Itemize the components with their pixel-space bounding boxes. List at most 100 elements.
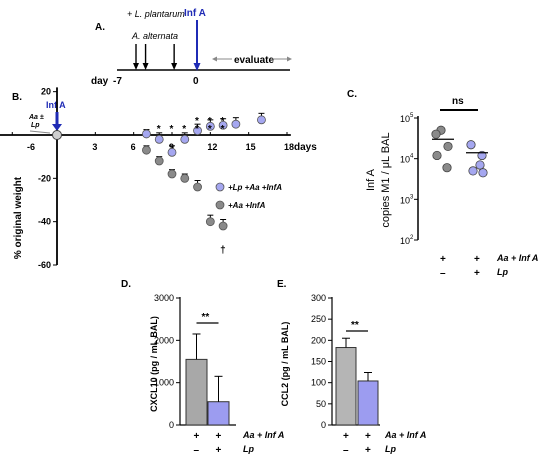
c-point-0-1 xyxy=(431,129,441,139)
panel-e: E. CCL2 (pg / mL BAL) 0 50 100 150 200 250 300… xyxy=(277,279,426,456)
panel-c-ylabel-line2: copies M1 / μL BAL xyxy=(380,132,392,227)
point-lp-6 xyxy=(218,120,228,130)
panel-d: D. CXCL10 (pg / mL BAL) 0 1000 2000 3000 + – +… xyxy=(121,279,284,456)
c-point-0-3 xyxy=(432,150,442,161)
c-row2-1: + xyxy=(474,268,480,279)
panel-c-label: C. xyxy=(347,89,357,100)
panel-d-ylabel: CXCL10 (pg / mL BAL) xyxy=(149,316,159,412)
point-lp-1 xyxy=(154,134,164,144)
inf-a-label: Inf A xyxy=(184,8,206,19)
legend-marker-ctrl xyxy=(215,200,225,210)
bar-y-tick-label-0: 0 xyxy=(169,420,174,430)
bar-row-label-2: Lp xyxy=(243,444,254,454)
panel-b-inf-label: Inf A xyxy=(46,100,66,110)
treatment-line-1: + L. plantarum xyxy=(127,9,185,19)
treatment-arrowhead-2 xyxy=(171,63,178,70)
x-tick-label-4: 12 xyxy=(207,142,217,152)
panel-e-label: E. xyxy=(277,279,287,290)
y-tick-label-2: -40 xyxy=(38,217,51,227)
bar-y-tick-label-4: 200 xyxy=(311,335,326,345)
sig-star-5-1: * xyxy=(221,124,225,135)
evaluate-arrowhead-right xyxy=(287,56,292,62)
bar-row2-1: + xyxy=(365,445,371,456)
panel-b-label: B. xyxy=(12,92,22,103)
sig-star-2-0: * xyxy=(182,124,186,135)
sig-star-0-0: * xyxy=(157,124,161,135)
c-y-tick-base-0: 10 xyxy=(400,236,410,246)
bar-y-tick-label-0: 0 xyxy=(321,420,326,430)
inf-arrowhead xyxy=(193,63,201,71)
sig-star-4-0: * xyxy=(208,116,212,127)
sig-star-3-1: * xyxy=(195,124,199,135)
panel-d-plot: 0 1000 2000 3000 + – + + Aa + Inf A Lp ** xyxy=(154,293,284,456)
bar-sig-label: ** xyxy=(351,320,359,331)
treatment-arrowhead-1 xyxy=(142,63,149,70)
c-row1-1: + xyxy=(474,254,480,265)
bar-y-tick-label-3: 150 xyxy=(311,357,326,367)
x-tick-label-5: 15 xyxy=(246,142,256,152)
x-tick-label-2: 6 xyxy=(131,142,136,152)
c-y-tick-base-1: 10 xyxy=(400,195,410,205)
c-point-0-4 xyxy=(442,163,452,173)
treatment-arrowhead-0 xyxy=(133,63,139,70)
start-label-line1: Aa ± xyxy=(28,114,44,121)
c-y-tick-exp-1: 3 xyxy=(410,194,414,200)
panel-b-xlabel: days xyxy=(294,142,317,153)
panel-b: B. % original weight Aa ± Lp Inf A -6369… xyxy=(0,87,317,270)
bar-row-label-1: Aa + Inf A xyxy=(242,430,284,440)
point-ctrl-5 xyxy=(205,217,215,227)
bar-y-tick-label-2: 2000 xyxy=(154,335,174,345)
timeline-tick-label-0: -7 xyxy=(113,76,122,87)
point-ctrl-0 xyxy=(142,145,151,155)
bar-row1-1: + xyxy=(365,431,371,442)
c-row2-0: – xyxy=(440,268,446,279)
x-tick-label-6: 18 xyxy=(284,142,294,152)
c-point-1-4 xyxy=(478,168,488,178)
bar-row2-0: – xyxy=(194,445,200,456)
bar-y-tick-label-1: 1000 xyxy=(154,378,174,388)
y-tick-label-3: -60 xyxy=(38,260,51,270)
c-point-1-1 xyxy=(477,150,487,161)
panel-e-ylabel: CCL2 (pg / mL BAL) xyxy=(280,322,290,407)
point-ctrl-6 xyxy=(218,221,228,231)
c-row1-0: + xyxy=(440,254,446,265)
bar-1 xyxy=(357,380,379,426)
sig-star-5-0: * xyxy=(221,116,225,127)
evaluate-arrowhead-left xyxy=(212,56,217,62)
bar-row2-0: – xyxy=(343,445,349,456)
bar-y-tick-label-6: 300 xyxy=(311,293,326,303)
bar-row-label-1: Aa + Inf A xyxy=(384,430,426,440)
panel-a-label: A. xyxy=(95,22,105,33)
legend-label-ctrl: +Aa +InfA xyxy=(228,201,266,210)
bar-row1-1: + xyxy=(216,431,222,442)
c-point-1-2 xyxy=(475,160,485,170)
point-ctrl-1 xyxy=(154,156,164,166)
sig-star-3-0: * xyxy=(195,116,199,127)
point-ctrl-3 xyxy=(180,173,190,183)
panel-d-label: D. xyxy=(121,279,131,290)
panel-a: A. + L. plantarum A. alternata day -7 0 I… xyxy=(91,8,292,87)
bar-row2-1: + xyxy=(216,445,222,456)
bar-row1-0: + xyxy=(194,431,200,442)
x-tick-label-0: -6 xyxy=(27,142,35,152)
start-label-line2: Lp xyxy=(31,122,40,129)
timeline-marks: -7 0 xyxy=(113,20,201,87)
evaluate-label: evaluate xyxy=(234,55,274,66)
c-y-tick-base-2: 10 xyxy=(400,155,410,165)
bar-row1-0: + xyxy=(343,431,349,442)
bar-row-label-2: Lp xyxy=(385,444,396,454)
c-row-label-2: Lp xyxy=(497,267,508,277)
sig-star-1-0: * xyxy=(170,124,174,135)
start-point xyxy=(52,130,62,140)
bar-0 xyxy=(185,358,208,426)
panel-e-plot: 0 50 100 150 200 250 300 + – + + Aa + Inf A Lp ** xyxy=(311,293,426,456)
panel-b-ylabel: % original weight xyxy=(13,176,24,259)
bar-y-tick-label-2: 100 xyxy=(311,378,326,388)
timeline-start-label: day xyxy=(91,76,109,87)
x-tick-label-1: 3 xyxy=(92,142,97,152)
panel-c-ylabel-line1: Inf A xyxy=(365,168,377,191)
legend-label-lp: +Lp +Aa +InfA xyxy=(228,183,282,192)
c-sig-label: ns xyxy=(452,96,464,107)
